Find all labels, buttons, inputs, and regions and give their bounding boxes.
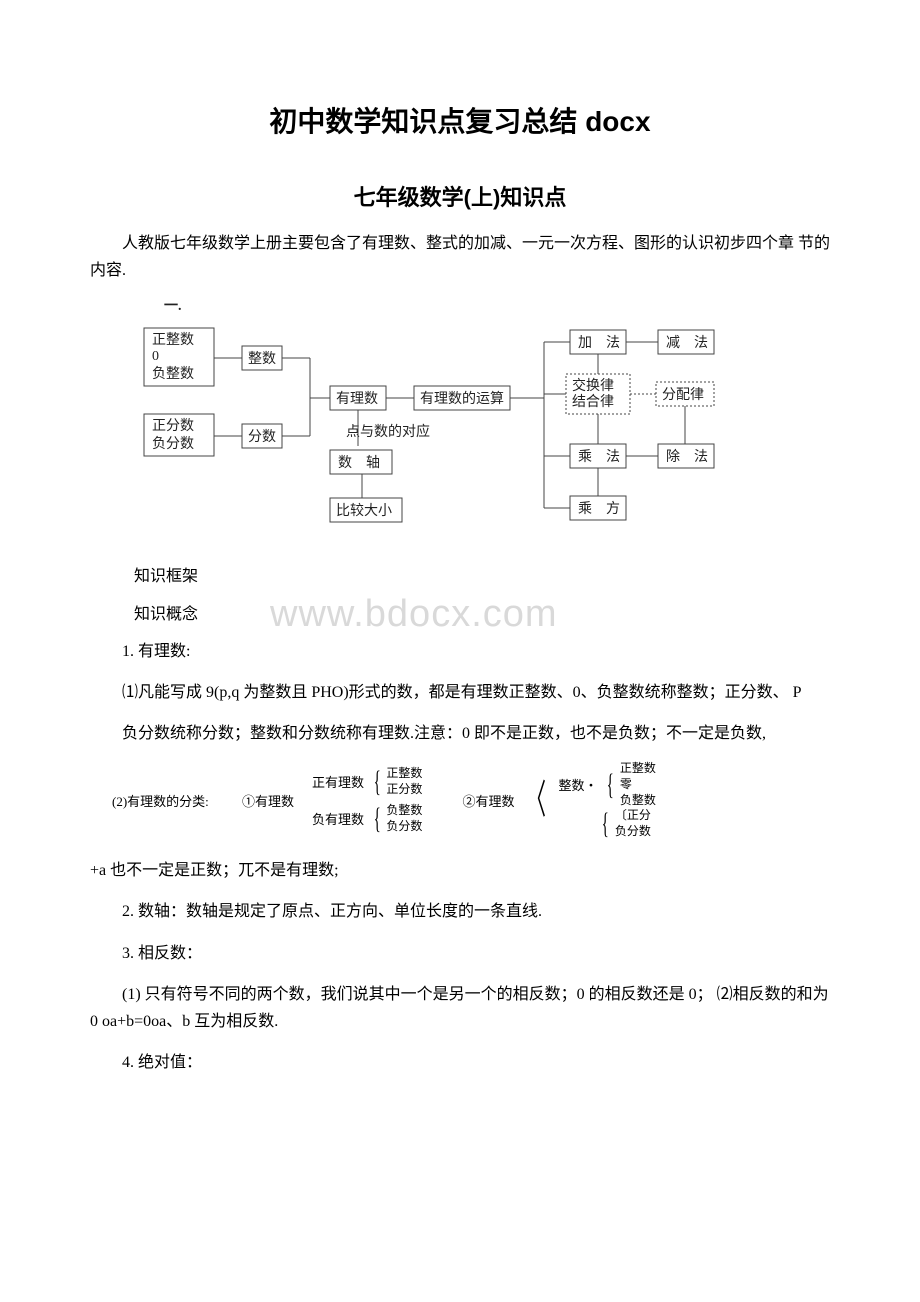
g1a2: 正分数 xyxy=(386,782,422,798)
svg-text:乘 法: 乘 法 xyxy=(578,449,620,465)
g2a-label: 整数・ xyxy=(558,775,597,794)
classify-g2-label: ②有理数 xyxy=(462,791,514,810)
svg-text:交换律: 交换律 xyxy=(572,377,614,394)
item-3-1: (1) 只有符号不同的两个数，我们说其中一个是另一个的相反数；0 的相反数还是 … xyxy=(90,981,830,1035)
g2b1: 〔正分 xyxy=(615,808,651,824)
svg-text:比较大小: 比较大小 xyxy=(336,503,392,519)
svg-text:负分数: 负分数 xyxy=(152,436,194,452)
svg-text:除 法: 除 法 xyxy=(666,449,708,465)
svg-text:减 法: 减 法 xyxy=(666,335,708,351)
intro-paragraph: 人教版七年级数学上册主要包含了有理数、整式的加减、一元一次方程、图形的认识初步四… xyxy=(90,230,830,284)
item-1-1: ⑴凡能写成 9(p,q 为整数且 PHO)形式的数，都是有理数正整数、0、负整数… xyxy=(90,679,830,706)
svg-text:正分数: 正分数 xyxy=(152,418,194,434)
svg-text:数 轴: 数 轴 xyxy=(338,455,380,471)
g2a3: 负整数 xyxy=(620,793,656,809)
svg-text:有理数: 有理数 xyxy=(336,391,378,407)
diagram-svg: 一. 正整数 0 负整数 整数 正分数 负分数 分数 有理数 xyxy=(134,298,754,548)
g1a-label: 正有理数 xyxy=(312,772,364,791)
doc-title: 初中数学知识点复习总结 docx xyxy=(90,100,830,140)
brace-icon: { xyxy=(374,767,381,797)
g2a1: 正整数 xyxy=(620,761,656,777)
classify-g1-label: ①有理数 xyxy=(242,791,312,810)
svg-text:正整数: 正整数 xyxy=(152,332,194,348)
classify-left: (2)有理数的分类: xyxy=(90,791,242,810)
brace-icon: { xyxy=(607,770,614,800)
svg-text:整数: 整数 xyxy=(248,351,276,367)
svg-text:0: 0 xyxy=(152,349,159,364)
svg-text:有理数的运算: 有理数的运算 xyxy=(420,391,504,407)
doc-subtitle: 七年级数学(上)知识点 xyxy=(90,180,830,212)
classification-row: (2)有理数的分类: ①有理数 正有理数 { 正整数 正分数 负有理数 { 负整… xyxy=(90,761,830,839)
section-marker: 一. xyxy=(164,299,182,314)
svg-text:结合律: 结合律 xyxy=(572,394,614,410)
classify-g2-groups: 整数・ { 正整数 零 负整数 { 〔正分 负分数 xyxy=(558,761,655,839)
g1b-label: 负有理数 xyxy=(312,809,364,828)
svg-text:分配律: 分配律 xyxy=(662,387,704,403)
brace-icon: 〈 xyxy=(526,780,546,820)
svg-text:分数: 分数 xyxy=(248,429,276,445)
item-4: 4. 绝对值： xyxy=(90,1049,830,1076)
item-1: 1. 有理数: xyxy=(90,638,830,665)
brace-icon: { xyxy=(602,809,609,839)
svg-text:乘 方: 乘 方 xyxy=(578,501,620,517)
g2b2: 负分数 xyxy=(615,824,651,840)
g2a2: 零 xyxy=(620,777,656,793)
svg-text:加 法: 加 法 xyxy=(578,335,620,351)
concept-label: 知识概念 xyxy=(134,601,830,628)
svg-text:负整数: 负整数 xyxy=(152,366,194,382)
item-1-3: +a 也不一定是正数；兀不是有理数; xyxy=(90,857,830,884)
knowledge-diagram: 一. 正整数 0 负整数 整数 正分数 负分数 分数 有理数 xyxy=(134,298,830,553)
g1b2: 负分数 xyxy=(386,819,422,835)
frame-label: 知识框架 xyxy=(134,563,830,590)
item-1-2: 负分数统称分数；整数和分数统称有理数.注意：0 即不是正数，也不是负数；不一定是… xyxy=(90,720,830,747)
document-page: 初中数学知识点复习总结 docx 七年级数学(上)知识点 人教版七年级数学上册主… xyxy=(0,0,920,1150)
item-3: 3. 相反数： xyxy=(90,940,830,967)
classify-g1-groups: 正有理数 { 正整数 正分数 负有理数 { 负整数 负分数 xyxy=(312,766,422,834)
brace-icon: { xyxy=(374,804,381,834)
svg-text:点与数的对应: 点与数的对应 xyxy=(346,423,430,440)
g1b1: 负整数 xyxy=(386,803,422,819)
g1a1: 正整数 xyxy=(386,766,422,782)
item-2: 2. 数轴：数轴是规定了原点、正方向、单位长度的一条直线. xyxy=(90,898,830,925)
